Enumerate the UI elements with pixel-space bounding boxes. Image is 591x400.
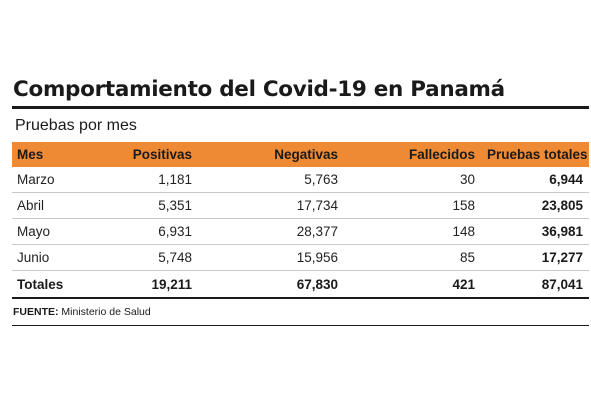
cell-pruebas-totales: 36,981 [481,218,589,245]
cell-pruebas-totales: 17,277 [481,244,589,271]
covid-table-figure: Comportamiento del Covid-19 en Panamá Pr… [12,76,589,326]
bottom-rule [12,325,589,326]
cell-fallecidos: 30 [344,167,481,193]
cell-mes: Mayo [12,218,92,245]
source-label: FUENTE: [13,306,59,318]
figure-subtitle: Pruebas por mes [15,117,137,134]
table-row: Junio 5,748 15,956 85 17,277 [12,244,589,271]
header-mes: Mes [17,147,44,162]
totals-fallecidos: 421 [344,270,481,299]
cell-negativas: 17,734 [198,192,344,219]
totals-label: Totales [12,270,92,299]
cell-positivas: 5,748 [92,244,198,271]
data-table: Mes Positivas Negativas Fallecidos Prueb… [12,142,589,299]
title-rule [12,106,589,109]
cell-positivas: 5,351 [92,192,198,219]
cell-mes: Marzo [12,167,92,193]
table-row: Abril 5,351 17,734 158 23,805 [12,192,589,219]
header-positivas: Positivas [132,147,192,162]
cell-positivas: 6,931 [92,218,198,245]
cell-fallecidos: 158 [344,192,481,219]
table-row: Marzo 1,181 5,763 30 6,944 [12,167,589,193]
totals-row: Totales 19,211 67,830 421 87,041 [12,270,589,299]
source-text: Ministerio de Salud [61,306,151,318]
cell-negativas: 5,763 [198,167,344,193]
cell-pruebas-totales: 6,944 [481,167,589,193]
cell-positivas: 1,181 [92,167,198,193]
header-fallecidos: Fallecidos [408,147,475,162]
cell-mes: Junio [12,244,92,271]
cell-pruebas-totales: 23,805 [481,192,589,219]
totals-positivas: 19,211 [92,270,198,299]
totals-pruebas-totales: 87,041 [481,270,589,299]
cell-fallecidos: 85 [344,244,481,271]
figure-title: Comportamiento del Covid-19 en Panamá [13,77,505,102]
table-row: Mayo 6,931 28,377 148 36,981 [12,218,589,245]
cell-fallecidos: 148 [344,218,481,245]
cell-mes: Abril [12,192,92,219]
header-negativas: Negativas [274,147,338,162]
table-header-row: Mes Positivas Negativas Fallecidos Prueb… [12,142,589,167]
totals-negativas: 67,830 [198,270,344,299]
header-pruebas-totales: Pruebas totales [487,147,588,162]
cell-negativas: 28,377 [198,218,344,245]
cell-negativas: 15,956 [198,244,344,271]
source-note: FUENTE: Ministerio de Salud [12,306,589,319]
